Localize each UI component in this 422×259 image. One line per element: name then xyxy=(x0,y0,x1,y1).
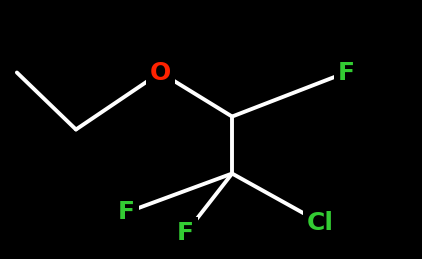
Text: F: F xyxy=(177,221,194,245)
Text: F: F xyxy=(338,61,354,84)
Text: O: O xyxy=(150,61,171,84)
Text: Cl: Cl xyxy=(307,211,334,235)
Text: F: F xyxy=(118,200,135,224)
